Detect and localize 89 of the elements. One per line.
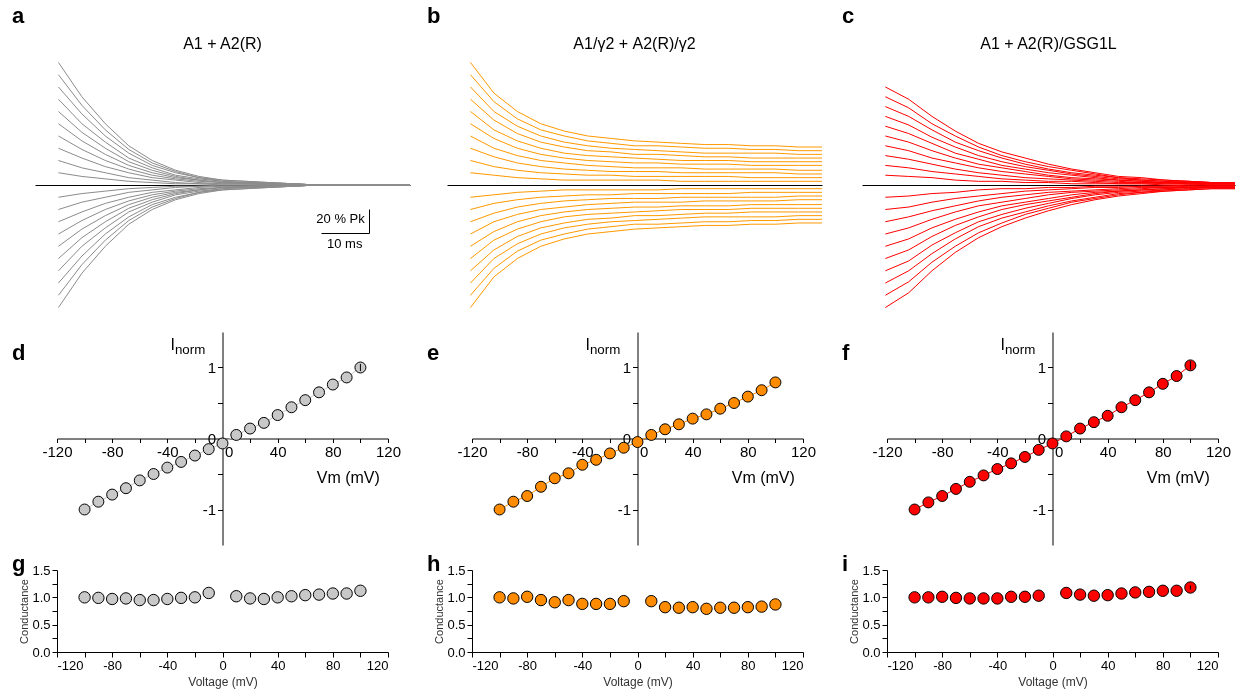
x-tick-label: -40	[986, 443, 1009, 460]
x-tick-label: 120	[375, 443, 402, 460]
x-tick-label: 80	[1156, 657, 1171, 673]
x-tick-label: -120	[872, 443, 903, 460]
x-tick-label: 0	[640, 443, 649, 460]
y-tick-label: 0.5	[447, 617, 466, 633]
x-tick-label: 40	[1099, 443, 1117, 460]
chart-title: A1 + A2(R)	[183, 35, 262, 52]
y-tick-label: 1	[622, 359, 631, 376]
y-tick-label: 1	[207, 359, 216, 376]
y-tick-label: -1	[1032, 501, 1046, 518]
text: f	[842, 340, 850, 366]
y-tick-label: 0.0	[447, 644, 466, 660]
y-axis-title: Conductance	[18, 579, 31, 644]
x-tick-label: 80	[326, 657, 341, 673]
x-tick-label: -120	[42, 443, 73, 460]
annotation: 20 % Pk	[316, 210, 365, 226]
x-tick-label: 80	[741, 657, 756, 673]
chart-title: A1/γ2 + A2(R)/γ2	[573, 35, 696, 52]
y-tick-label: -1	[202, 501, 216, 518]
y-tick-label: 1.0	[862, 589, 881, 605]
x-tick-label: 120	[781, 657, 804, 673]
y-axis-title: Conductance	[433, 579, 446, 644]
text: i	[842, 551, 849, 577]
y-tick-label: 0	[622, 430, 631, 447]
x-tick-label: 40	[269, 443, 287, 460]
y-tick-label: 1.5	[447, 562, 466, 578]
x-tick-label: 120	[1196, 657, 1219, 673]
x-tick-label: 0	[225, 443, 234, 460]
x-tick-label: 80	[324, 443, 342, 460]
x-tick-label: -40	[156, 443, 179, 460]
x-tick-label: -80	[103, 657, 123, 673]
x-tick-label: -80	[931, 443, 954, 460]
x-tick-label: -120	[887, 657, 914, 673]
x-tick-label: -40	[573, 657, 593, 673]
x-axis-title: Vm (mV)	[316, 468, 380, 487]
x-axis-title: Vm (mV)	[731, 468, 795, 487]
x-tick-label: 120	[1205, 443, 1232, 460]
text: d	[12, 340, 26, 366]
y-axis-title: Conductance	[848, 579, 861, 644]
text: h	[427, 551, 441, 577]
annotation: 10 ms	[327, 235, 363, 251]
y-tick-label: -1	[617, 501, 631, 518]
x-tick-label: 40	[685, 657, 701, 673]
x-tick-label: 0	[634, 657, 642, 673]
x-tick-label: 80	[739, 443, 757, 460]
y-axis-title: I$_{norm}$	[170, 336, 206, 358]
x-tick-label: -120	[457, 443, 488, 460]
x-tick-label: 40	[1100, 657, 1116, 673]
y-tick-label: 0	[1037, 430, 1046, 447]
x-tick-label: 40	[270, 657, 286, 673]
x-tick-label: -80	[518, 657, 538, 673]
x-axis-title: Vm (mV)	[1146, 468, 1210, 487]
text: c	[842, 3, 855, 29]
x-axis-title: Voltage (mV)	[1018, 674, 1088, 689]
x-tick-label: -80	[101, 443, 124, 460]
x-tick-label: 0	[1055, 443, 1064, 460]
x-tick-label: -80	[516, 443, 539, 460]
text: g	[12, 551, 26, 577]
y-tick-label: 0.5	[32, 617, 51, 633]
x-tick-label: 120	[366, 657, 389, 673]
y-tick-label: 0	[207, 430, 216, 447]
x-tick-label: -40	[988, 657, 1008, 673]
y-tick-label: 1	[1037, 359, 1046, 376]
x-tick-label: -80	[933, 657, 953, 673]
text: e	[427, 340, 440, 366]
x-axis-title: Voltage (mV)	[603, 674, 673, 689]
y-tick-label: 1.5	[32, 562, 51, 578]
y-axis-title: I$_{norm}$	[1000, 336, 1036, 358]
x-tick-label: 40	[684, 443, 702, 460]
y-tick-label: 0.0	[32, 644, 51, 660]
x-tick-label: 120	[790, 443, 817, 460]
text: a	[12, 3, 25, 29]
y-axis-title: I$_{norm}$	[585, 336, 621, 358]
x-tick-label: -40	[571, 443, 594, 460]
y-tick-label: 1.5	[862, 562, 881, 578]
x-tick-label: 0	[1049, 657, 1057, 673]
y-tick-label: 1.0	[447, 589, 466, 605]
x-axis-title: Voltage (mV)	[188, 674, 258, 689]
x-tick-label: 80	[1154, 443, 1172, 460]
x-tick-label: -120	[472, 657, 499, 673]
x-tick-label: -40	[158, 657, 178, 673]
y-tick-label: 0.5	[862, 617, 881, 633]
x-tick-label: -120	[57, 657, 84, 673]
chart-title: A1 + A2(R)/GSG1L	[980, 35, 1117, 52]
x-tick-label: 0	[219, 657, 227, 673]
y-tick-label: 1.0	[32, 589, 51, 605]
y-tick-label: 0.0	[862, 644, 881, 660]
text: b	[427, 3, 441, 29]
